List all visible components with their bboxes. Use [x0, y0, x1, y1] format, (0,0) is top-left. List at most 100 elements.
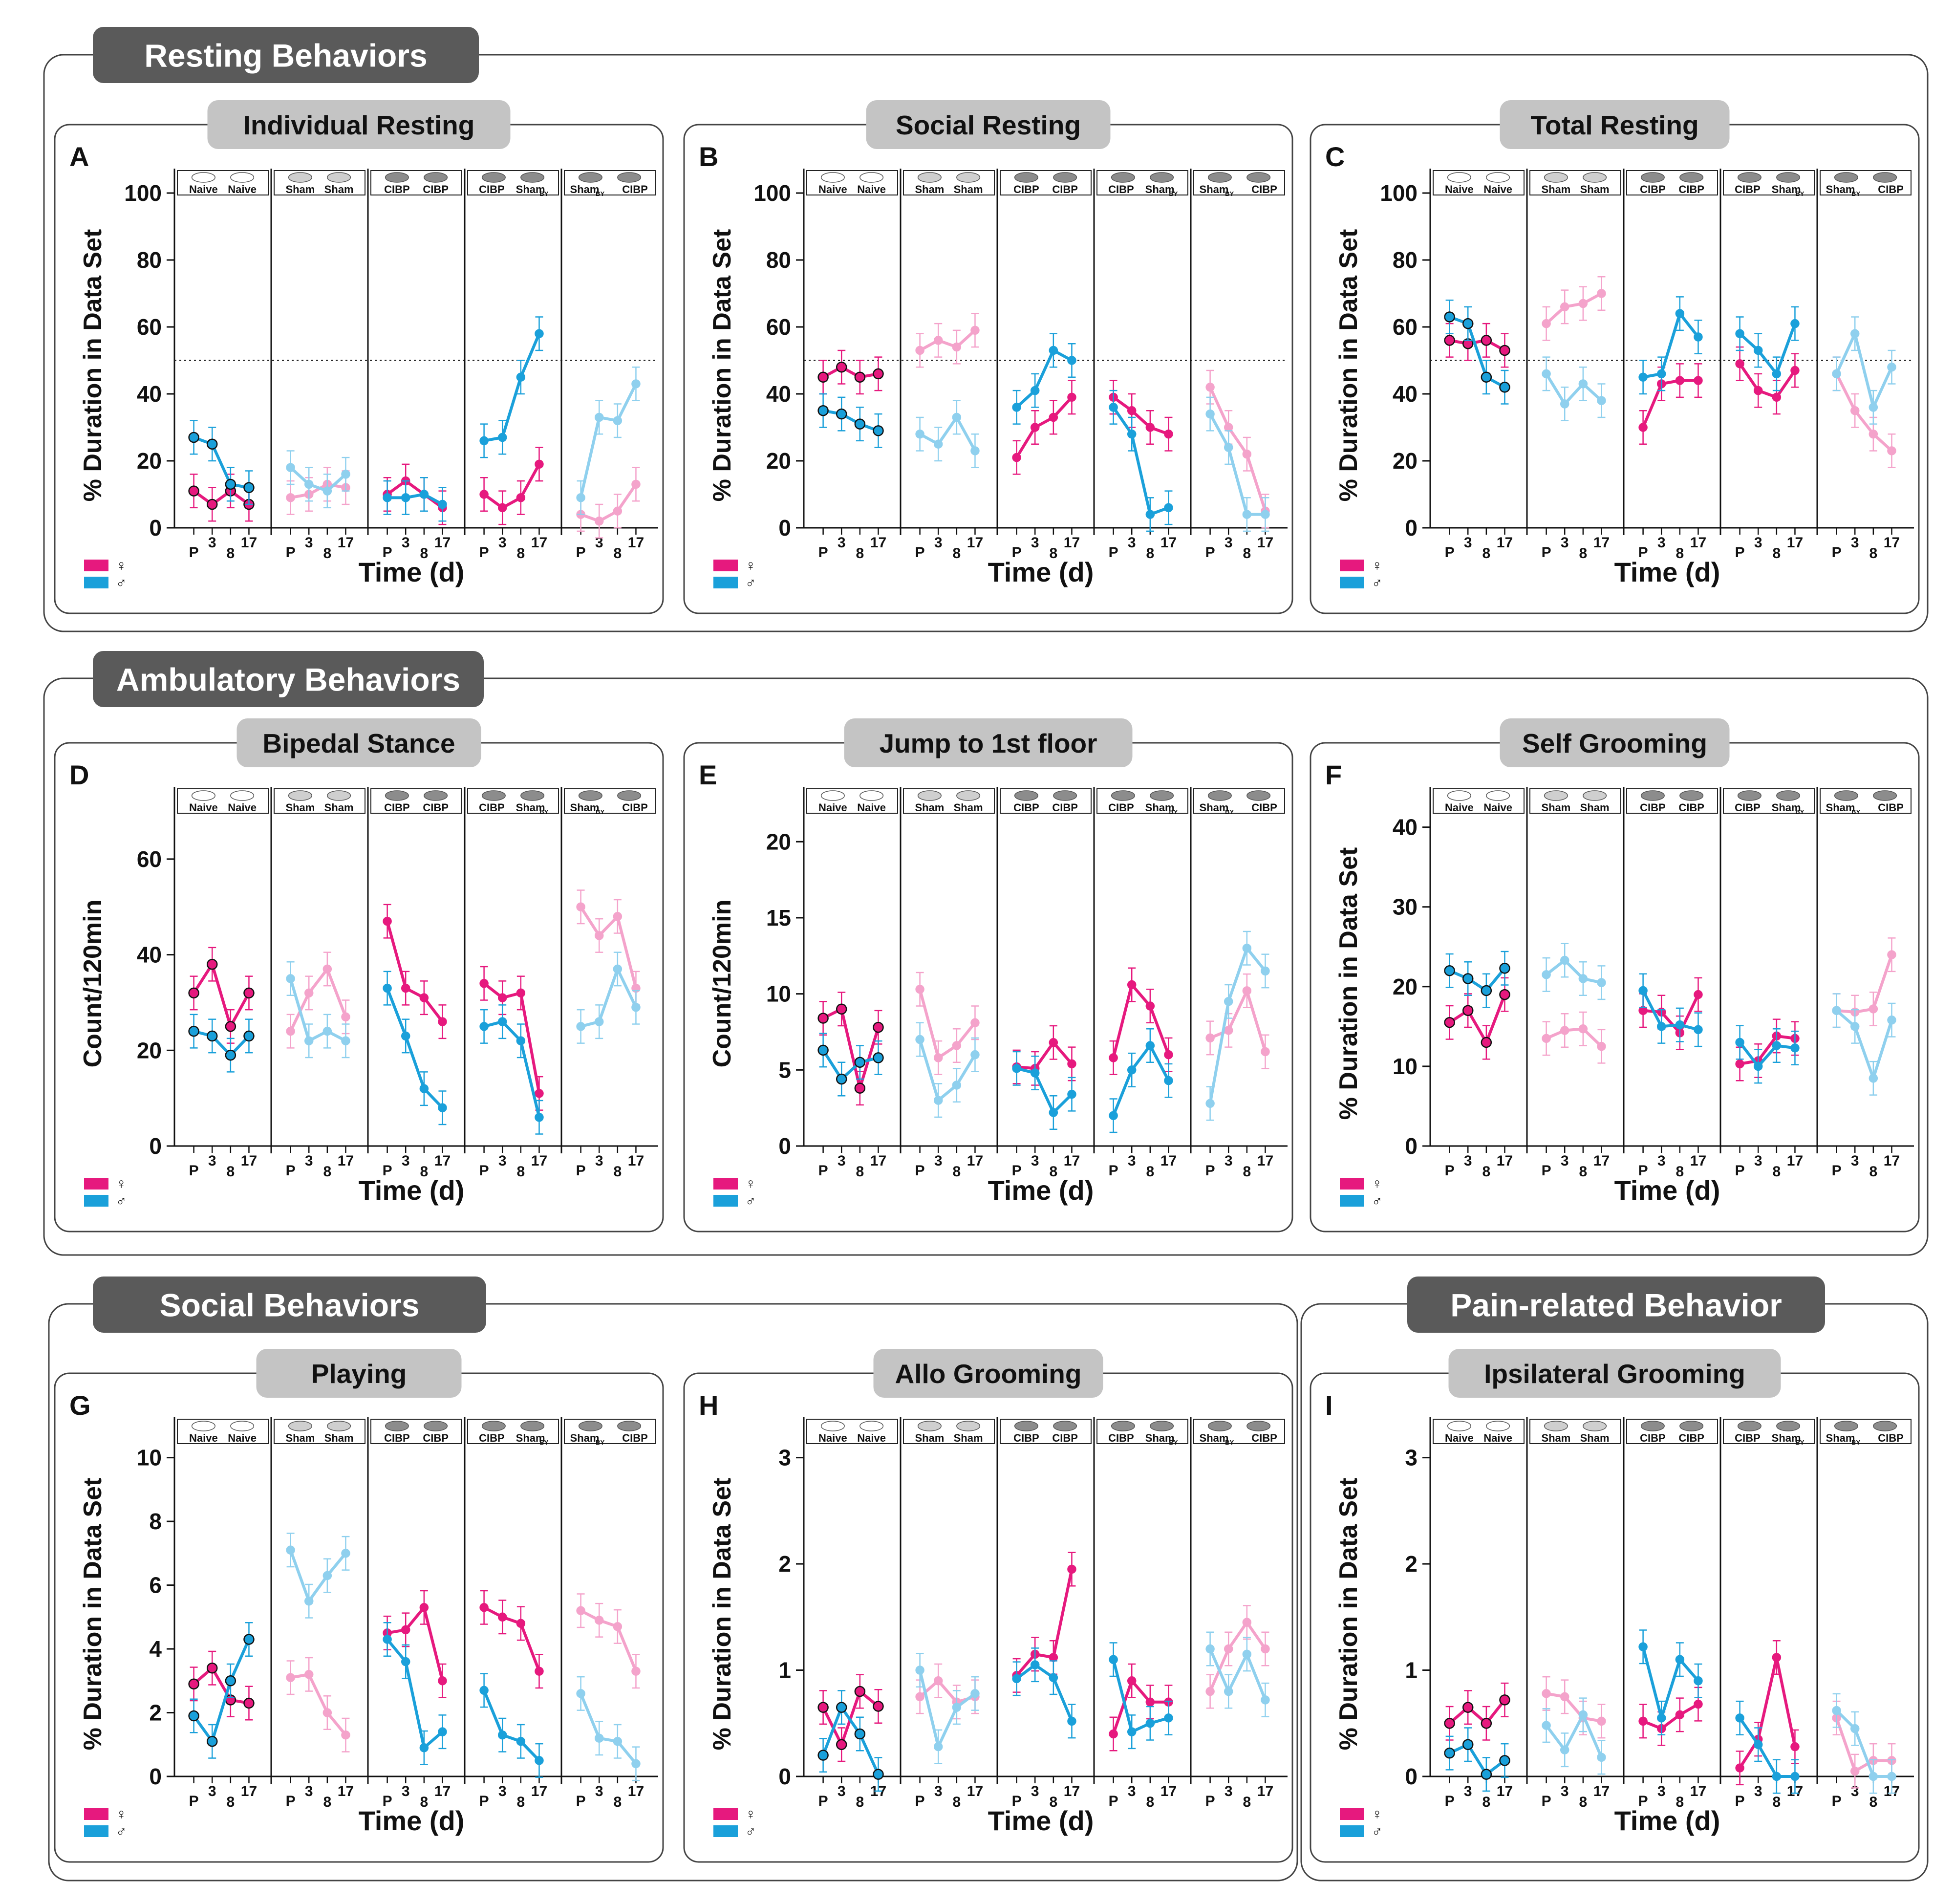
- x-axis-label: Time (d): [359, 557, 465, 587]
- y-tick-label: 10: [766, 981, 791, 1007]
- x-tick-label: 17: [1690, 1153, 1706, 1169]
- x-tick-label: 8: [613, 1794, 622, 1810]
- rat-icon: [1486, 790, 1510, 801]
- female-data-point: [438, 1676, 447, 1686]
- x-tick-label: 8: [1772, 1164, 1781, 1180]
- rat-icon: [1207, 172, 1232, 183]
- x-tick-label: 3: [305, 535, 313, 551]
- group-label-subscript: BY: [1795, 1439, 1804, 1446]
- group-header-box: [1723, 170, 1815, 195]
- male-series-line: [1112, 1042, 1170, 1116]
- x-tick-label: 3: [838, 535, 846, 551]
- rat-icon: [617, 790, 642, 801]
- group-label: Sham: [516, 183, 545, 195]
- male-data-point: [1109, 1655, 1118, 1665]
- female-data-point: [1049, 412, 1058, 422]
- female-series-line: [1449, 339, 1505, 352]
- group-label: Sham: [1772, 1432, 1801, 1444]
- group-label: Naive: [228, 183, 257, 195]
- rat-icon: [1447, 172, 1471, 183]
- female-series-line: [193, 1666, 249, 1705]
- group-header-box: [1723, 788, 1815, 814]
- rat-icon: [1207, 790, 1232, 801]
- group-label: Sham: [954, 1432, 983, 1444]
- male-data-point: [1753, 1061, 1763, 1071]
- section-frame: [48, 1303, 1298, 1882]
- male-data-point: [516, 1036, 526, 1045]
- female-data-point: [535, 459, 544, 469]
- male-data-point: [1030, 1660, 1040, 1669]
- group-label: Naive: [228, 801, 257, 814]
- panel-title-badge: [1448, 1349, 1781, 1398]
- male-data-point: [188, 1710, 199, 1722]
- x-tick-label: 3: [208, 1153, 216, 1169]
- panel-frame: [683, 1372, 1293, 1863]
- male-data-point: [479, 1686, 489, 1695]
- x-tick-label: P: [1735, 1793, 1745, 1809]
- group-label: CIBP: [1251, 801, 1277, 814]
- group-label: CIBP: [1678, 801, 1704, 814]
- x-tick-label: 3: [838, 1153, 846, 1169]
- panel-frame: [54, 742, 664, 1233]
- rat-icon: [288, 172, 312, 183]
- male-data-point: [1145, 1041, 1155, 1050]
- y-tick-label: 15: [766, 905, 791, 930]
- x-tick-label: 3: [402, 1783, 410, 1799]
- female-data-point: [1242, 450, 1252, 459]
- panel-letter: B: [699, 141, 718, 172]
- male-data-point: [1887, 1016, 1896, 1025]
- rat-icon: [1246, 790, 1271, 801]
- male-data-point: [1638, 372, 1648, 382]
- group-label: CIBP: [1108, 801, 1134, 814]
- male-data-point: [1753, 1740, 1763, 1750]
- x-tick-label: P: [915, 1793, 925, 1809]
- x-tick-label: 17: [1497, 535, 1513, 551]
- group-label: Naive: [228, 1432, 257, 1444]
- male-data-point: [419, 1084, 429, 1093]
- female-data-point: [341, 1730, 350, 1740]
- group-label: Sham: [570, 183, 600, 195]
- female-data-point: [1772, 392, 1782, 402]
- group-header-box: [1626, 170, 1718, 195]
- female-series-line: [1448, 994, 1506, 1046]
- male-data-point: [817, 405, 829, 416]
- x-tick-label: 17: [1497, 1153, 1513, 1169]
- group-label: Sham: [324, 801, 354, 814]
- male-data-point: [497, 1730, 507, 1740]
- female-data-point: [631, 479, 641, 489]
- x-tick-label: 3: [838, 1783, 846, 1799]
- legend-female-symbol: ♀: [745, 1806, 756, 1822]
- x-tick-label: 17: [1690, 535, 1706, 551]
- male-data-point: [479, 436, 489, 446]
- male-data-point: [594, 412, 604, 422]
- rat-icon: [327, 1421, 351, 1431]
- female-data-point: [836, 1739, 847, 1751]
- group-header-box: [177, 170, 269, 195]
- male-data-point: [1127, 1065, 1137, 1075]
- x-tick-label: 17: [338, 1783, 354, 1799]
- x-tick-label: P: [1735, 1163, 1745, 1179]
- female-data-point: [1560, 1026, 1569, 1035]
- group-label: CIBP: [1108, 1432, 1134, 1444]
- y-tick-label: 0: [1405, 515, 1418, 541]
- rat-icon: [1544, 172, 1568, 183]
- y-tick-label: 100: [1380, 180, 1418, 206]
- group-label: CIBP: [622, 801, 648, 814]
- x-tick-label: 3: [1851, 1153, 1859, 1169]
- male-data-point: [1675, 309, 1685, 318]
- x-tick-label: P: [189, 1163, 199, 1179]
- rat-icon: [1053, 172, 1077, 183]
- x-tick-label: 3: [1031, 1783, 1039, 1799]
- rat-icon: [230, 172, 255, 183]
- x-tick-label: P: [1735, 544, 1745, 561]
- female-data-point: [1481, 1718, 1492, 1729]
- male-data-point: [1030, 386, 1040, 395]
- group-label: Naive: [189, 1432, 218, 1444]
- legend-female-symbol: ♀: [1372, 1806, 1383, 1822]
- rat-icon: [288, 790, 312, 801]
- x-tick-label: P: [1542, 1163, 1551, 1179]
- legend-female-swatch: [1340, 1808, 1364, 1820]
- rat-icon: [1873, 790, 1897, 801]
- x-tick-label: 3: [1031, 1153, 1039, 1169]
- x-axis-label: Time (d): [1614, 557, 1720, 587]
